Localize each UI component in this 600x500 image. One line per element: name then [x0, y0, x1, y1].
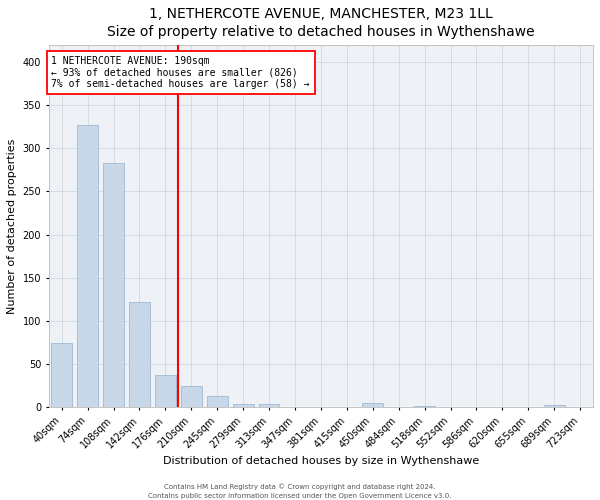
X-axis label: Distribution of detached houses by size in Wythenshawe: Distribution of detached houses by size …: [163, 456, 479, 466]
Bar: [103, 163, 124, 408]
Bar: [544, 405, 565, 407]
Bar: [233, 404, 254, 407]
Bar: [207, 396, 227, 407]
Bar: [181, 386, 202, 407]
Text: 1 NETHERCOTE AVENUE: 190sqm
← 93% of detached houses are smaller (826)
7% of sem: 1 NETHERCOTE AVENUE: 190sqm ← 93% of det…: [52, 56, 310, 89]
Bar: [129, 302, 150, 408]
Text: Contains HM Land Registry data © Crown copyright and database right 2024.
Contai: Contains HM Land Registry data © Crown c…: [148, 484, 452, 499]
Bar: [52, 342, 72, 407]
Bar: [362, 403, 383, 407]
Bar: [259, 404, 280, 407]
Title: 1, NETHERCOTE AVENUE, MANCHESTER, M23 1LL
Size of property relative to detached : 1, NETHERCOTE AVENUE, MANCHESTER, M23 1L…: [107, 7, 535, 40]
Y-axis label: Number of detached properties: Number of detached properties: [7, 138, 17, 314]
Bar: [414, 406, 435, 407]
Bar: [155, 374, 176, 408]
Bar: [77, 125, 98, 408]
